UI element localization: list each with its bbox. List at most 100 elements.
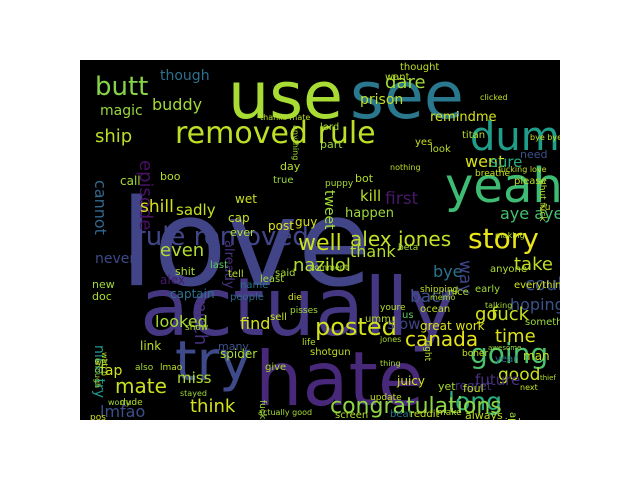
word-shill: shill: [140, 197, 174, 217]
word-slow: slow: [387, 315, 420, 333]
word-youre: youre: [380, 303, 406, 313]
word-thief: thief: [540, 374, 556, 382]
word-enough: enough: [93, 358, 102, 388]
word-captain: captain: [170, 287, 215, 301]
word-anything: anything: [291, 125, 300, 160]
word-die: die: [288, 293, 302, 303]
word-show: show: [185, 323, 208, 333]
word-wet: wet: [235, 192, 257, 206]
word-sadly: sadly: [176, 201, 216, 219]
word-bot: bot: [355, 172, 374, 185]
word-lmfao: lmfao: [100, 402, 145, 420]
word-tweet: tweet: [321, 190, 337, 230]
word-time: time: [495, 326, 536, 347]
word-thank: thank: [350, 242, 396, 261]
word-juicy: juicy: [396, 374, 425, 388]
word-fucking: fucking: [257, 400, 267, 420]
word-right: right: [422, 340, 432, 362]
word-cap: cap: [228, 211, 250, 225]
word-clicked: clicked: [480, 93, 508, 102]
word-removed-rule: removed rule: [175, 116, 376, 151]
word-see: see: [350, 60, 464, 134]
word-sure: sure: [490, 153, 522, 171]
word-new: new: [92, 278, 115, 291]
word-make: make: [437, 408, 462, 418]
word-find: find: [240, 314, 270, 333]
word-cannot: cannot: [91, 180, 110, 235]
word-memo: memo: [430, 293, 456, 302]
word-fuck: fuck: [491, 304, 530, 325]
word-awesome: awesome: [488, 344, 521, 352]
word-prison: prison: [360, 92, 403, 108]
word-call: call: [120, 174, 141, 188]
word-need: need: [520, 148, 548, 161]
word-happen: happen: [345, 206, 394, 221]
word-dude: dude: [120, 398, 143, 408]
word-always: always: [465, 409, 503, 420]
word-boo: boo: [160, 170, 181, 183]
word-actually: actually: [140, 261, 456, 354]
word-could: could: [525, 274, 560, 295]
word-back: back: [410, 287, 451, 307]
word-alex: alex: [160, 273, 185, 287]
word-use: use: [228, 60, 343, 134]
word-link: link: [140, 339, 161, 353]
word-remindme: remindme: [430, 110, 497, 125]
word-puppy: puppy: [325, 179, 354, 189]
word-bye-bye: bye bye: [530, 133, 560, 142]
word-last: last: [210, 260, 228, 271]
word-screen: screen: [335, 410, 368, 420]
word-beat: beat: [390, 409, 413, 420]
word-lord: lord: [320, 122, 339, 133]
word-early: early: [475, 284, 500, 295]
word-update: update: [370, 393, 402, 403]
word-kill: kill: [360, 187, 381, 205]
word-name: name: [240, 280, 268, 291]
word-take: take: [514, 254, 553, 275]
word-thing: thing: [380, 359, 401, 368]
word-hoping: hoping: [510, 295, 560, 314]
word-nice-try: nice try: [91, 345, 107, 398]
word-going: going: [470, 337, 548, 370]
word-man: man: [523, 349, 550, 363]
word-titan: titan: [462, 130, 485, 141]
word-life: life: [302, 338, 316, 348]
word-comment: comment: [310, 263, 348, 272]
word-bye: bye: [433, 262, 462, 281]
word-true: true: [273, 175, 294, 186]
word-breathe: breathe: [475, 169, 511, 179]
word-yeah: yeah: [445, 158, 560, 214]
word-first: first: [385, 189, 419, 209]
word-also: also: [135, 363, 154, 373]
word-congratulations: congratulations: [330, 394, 502, 419]
word-tell: tell: [228, 269, 244, 280]
word-day: day: [280, 160, 301, 173]
word-fap: fap: [100, 363, 123, 379]
word-beta: beta: [398, 243, 418, 253]
word-doc: doc: [92, 290, 112, 303]
word-shipping: shipping: [420, 285, 458, 295]
word-shit: shit: [175, 265, 196, 278]
word-shut-fuck: shut fuck: [537, 180, 547, 222]
word-though: though: [160, 68, 210, 84]
word-boner: boner: [462, 349, 488, 359]
word-even: even: [160, 240, 204, 261]
word-anyone: anyone: [490, 264, 527, 275]
word-zu: zu: [540, 203, 550, 213]
word-said: said: [275, 268, 295, 279]
word-apologize: apologize: [507, 412, 518, 420]
word-never: never: [95, 251, 135, 267]
word-nothing: nothing: [390, 163, 421, 172]
word-posted: posted: [315, 313, 397, 341]
word-looked: looked: [155, 312, 208, 331]
word-already: already: [221, 240, 236, 289]
word-nazilol: nazilol: [293, 255, 351, 276]
word-much: much: [190, 295, 211, 345]
word-watch: watch: [100, 352, 109, 376]
word-love: love: [120, 175, 372, 314]
word-hate: hate: [255, 335, 424, 420]
word-spider: spider: [220, 347, 257, 361]
